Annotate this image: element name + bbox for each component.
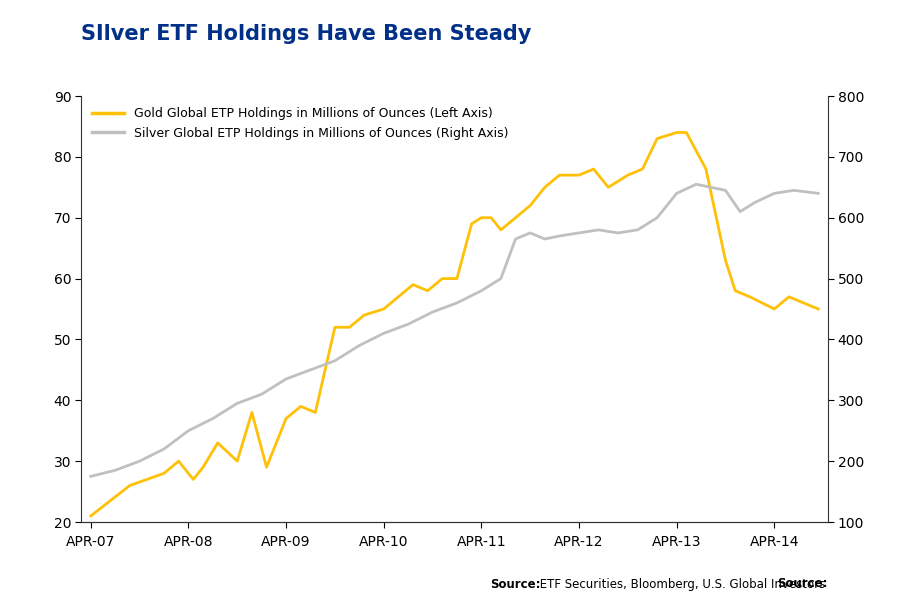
Legend: Gold Global ETP Holdings in Millions of Ounces (Left Axis), Silver Global ETP Ho: Gold Global ETP Holdings in Millions of … bbox=[87, 102, 513, 145]
Text: SIlver ETF Holdings Have Been Steady: SIlver ETF Holdings Have Been Steady bbox=[81, 24, 531, 44]
Text: Source:: Source: bbox=[778, 577, 828, 590]
Text: Source:: Source: bbox=[491, 578, 541, 591]
Text: ETF Securities, Bloomberg, U.S. Global Investors: ETF Securities, Bloomberg, U.S. Global I… bbox=[536, 578, 825, 591]
